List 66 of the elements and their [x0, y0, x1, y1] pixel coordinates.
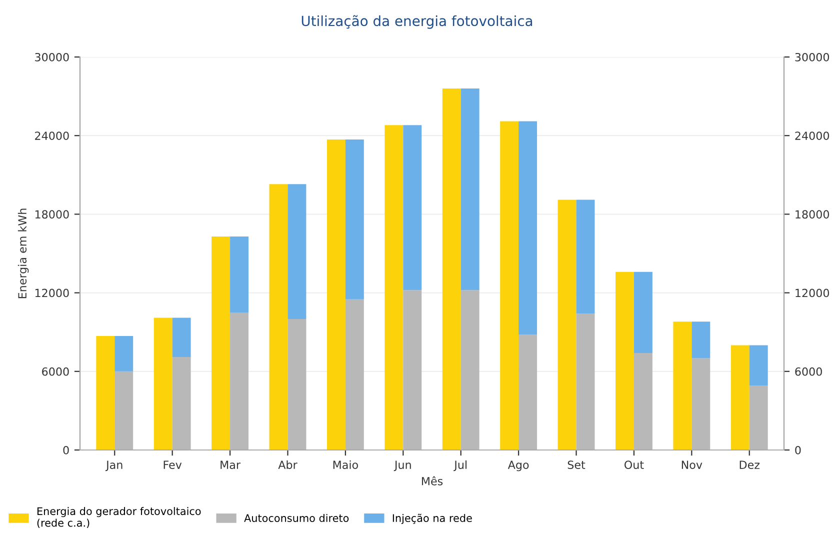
bar [288, 184, 306, 319]
y2-tick-label: 18000 [796, 210, 830, 219]
bar [576, 200, 595, 314]
bar [692, 322, 710, 358]
x-tick-label: Maio [333, 460, 358, 470]
bar [518, 121, 538, 335]
bar [154, 318, 172, 450]
bar [384, 125, 404, 450]
x-tick-label: Abr [278, 460, 298, 470]
bar [692, 358, 710, 450]
y-tick-label: 12000 [35, 288, 69, 298]
bar [326, 140, 346, 450]
x-tick-label: Jul [454, 460, 467, 472]
y2-tick-label: 12000 [796, 288, 830, 298]
y-tick-label: 24000 [35, 132, 69, 140]
bar [634, 353, 652, 450]
bar [114, 371, 134, 450]
bar [634, 272, 652, 354]
x-tick-label: Jun [394, 460, 411, 472]
chart-title: Utilização da energia fotovoltaica [302, 15, 532, 29]
bar [749, 345, 768, 386]
x-tick-label: Dez [740, 460, 760, 470]
bar [269, 184, 288, 450]
bar [345, 140, 364, 300]
bar [442, 88, 461, 450]
y-tick-label: 18000 [35, 210, 69, 219]
bar [616, 272, 634, 450]
bar [576, 314, 595, 450]
y-tick-label: 30000 [35, 52, 69, 62]
x-tick-label: Set [568, 460, 586, 470]
legend-label: Energia do gerador fotovoltaico (rede c.a.) [37, 507, 201, 528]
bar [460, 88, 480, 290]
bar [558, 200, 576, 450]
y2-tick-label: 6000 [795, 367, 822, 376]
bar [345, 299, 364, 450]
bar [172, 356, 191, 450]
bar [114, 336, 134, 372]
bar [288, 319, 306, 450]
legend-label: Autoconsumo direto [244, 514, 349, 522]
x-tick-label: Out [624, 460, 644, 470]
y2-tick-label: 0 [795, 446, 801, 454]
x-tick-label: Fev [164, 460, 182, 470]
bar [403, 290, 422, 450]
bar [730, 345, 750, 450]
bar [500, 121, 519, 450]
bar [230, 312, 248, 450]
bar [749, 386, 768, 450]
bar [230, 236, 248, 312]
x-tick-label: Nov [682, 460, 702, 470]
y2-tick-label: 30000 [795, 52, 830, 62]
bar [673, 322, 692, 450]
y-tick-label: 6000 [42, 367, 69, 376]
y2-tick-label: 24000 [795, 132, 830, 140]
x-axis-title: Mês [422, 476, 443, 486]
y-tick-label: 0 [63, 446, 69, 454]
y-axis-title: Energia em kWh [18, 208, 29, 298]
bar [172, 318, 191, 357]
legend-label: Injeção na rede [392, 514, 472, 524]
bar [403, 125, 422, 290]
bar [96, 336, 115, 450]
x-tick-label: Jan [105, 460, 122, 472]
bar [460, 290, 480, 450]
bar [212, 236, 230, 450]
bar [518, 334, 538, 450]
x-tick-label: Ago [508, 460, 529, 472]
x-tick-label: Mar [220, 460, 241, 470]
